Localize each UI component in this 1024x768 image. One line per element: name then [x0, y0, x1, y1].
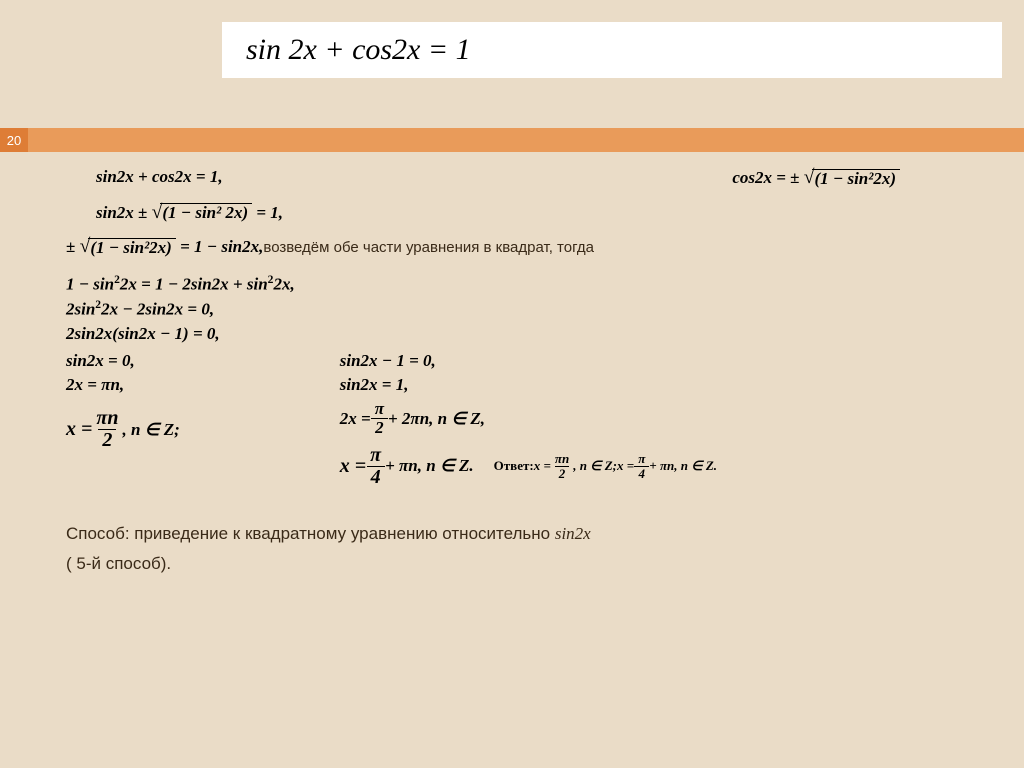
right-eq-4-suffix: + πn, n ∈ Z.	[385, 457, 474, 475]
title-equation: sin 2x + cos2x = 1	[246, 34, 471, 66]
right-eq-4-prefix: x =	[340, 456, 366, 477]
answer-p2-prefix: x =	[617, 459, 634, 473]
right-eq-1: sin2x − 1 = 0,	[340, 352, 717, 370]
left-eq-1: sin2x = 0,	[66, 352, 180, 370]
right-eq-3: 2x = π 2 + 2πn, n ∈ Z,	[340, 400, 717, 437]
left-eq-3-num: πn	[92, 408, 122, 429]
isolated-prefix: ±	[66, 237, 75, 256]
cos-isolated: cos2x = ± (1 − sin²2x)	[732, 168, 900, 189]
answer-p2-den: 4	[634, 466, 649, 481]
answer-p2-num: π	[634, 452, 649, 466]
left-eq-2: 2x = πn,	[66, 376, 180, 394]
given-equation: sin2x + cos2x = 1,	[96, 168, 223, 189]
cos-isolated-prefix: cos2x = ±	[732, 168, 799, 187]
answer-p1-prefix: x =	[534, 459, 551, 473]
right-eq-4: x = π 4 + πn, n ∈ Z.	[340, 445, 474, 488]
title-bar: sin 2x + cos2x = 1	[222, 22, 1002, 78]
page-number: 20	[7, 133, 21, 148]
method-note-line-2: ( 5-й способ).	[66, 554, 960, 574]
right-eq-3-den: 2	[371, 418, 388, 437]
substitution-prefix: sin2x ±	[96, 203, 152, 222]
right-eq-4-num: π	[366, 445, 385, 466]
left-eq-3-suffix: , n ∈ Z;	[122, 421, 179, 439]
right-eq-2: sin2x = 1,	[340, 376, 717, 394]
cos-isolated-radicand: (1 − sin²2x)	[812, 169, 900, 188]
page-number-badge: 20	[0, 128, 28, 152]
left-eq-3: x = πn 2 , n ∈ Z;	[66, 408, 180, 451]
right-eq-3-num: π	[371, 400, 388, 418]
substitution-suffix: = 1,	[256, 203, 283, 222]
substitution-equation: sin2x ± (1 − sin² 2x) = 1,	[96, 203, 960, 224]
answer-p1-suffix: , n ∈ Z;	[573, 459, 617, 473]
isolated-radical: ± (1 − sin²2x) = 1 − sin2x,	[66, 237, 263, 258]
isolated-suffix: = 1 − sin2x,	[180, 237, 263, 256]
isolated-radicand: (1 − sin²2x)	[88, 238, 176, 257]
right-eq-4-den: 4	[367, 466, 385, 488]
answer-p1-den: 2	[555, 466, 570, 481]
method-note-sin2x: sin2x	[555, 524, 591, 543]
left-eq-3-prefix: x =	[66, 419, 92, 440]
square-both-sides-note: возведём обе части уравнения в квадрат, …	[263, 239, 594, 256]
answer-p2-suffix: + πn, n ∈ Z.	[649, 459, 717, 473]
solution-branch-left: sin2x = 0, 2x = πn, x = πn 2 , n ∈ Z;	[66, 352, 180, 451]
accent-strip	[0, 128, 1024, 152]
method-note-text: Способ: приведение к квадратному уравнен…	[66, 524, 555, 543]
method-note-line-1: Способ: приведение к квадратному уравнен…	[66, 524, 960, 544]
answer-p1-num: πn	[551, 452, 573, 466]
substitution-radicand: (1 − sin² 2x)	[160, 203, 252, 222]
left-eq-3-den: 2	[98, 429, 116, 451]
solution-branch-right: sin2x − 1 = 0, sin2x = 1, 2x = π 2 + 2πn…	[340, 352, 717, 487]
right-eq-3-prefix: 2x =	[340, 410, 371, 428]
right-eq-3-suffix: + 2πn, n ∈ Z,	[388, 410, 485, 428]
answer-block: Ответ: x = πn 2 , n ∈ Z; x = π 4 + πn, n…	[494, 452, 717, 480]
answer-label: Ответ:	[494, 459, 534, 473]
expanded-equation: 1 − sin22x = 1 − 2sin2x + sin22x,	[66, 274, 960, 294]
factored-equation: 2sin2x(sin2x − 1) = 0,	[66, 325, 960, 343]
collected-equation: 2sin22x − 2sin2x = 0,	[66, 299, 960, 319]
slide-content: sin2x + cos2x = 1, cos2x = ± (1 − sin²2x…	[0, 168, 1024, 574]
